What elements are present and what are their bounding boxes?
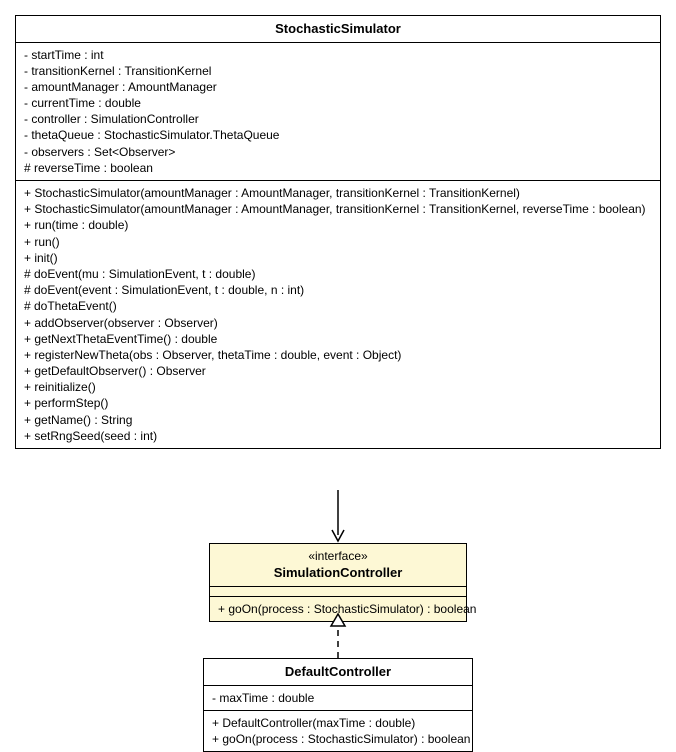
uml-diagram: StochasticSimulator - startTime : int- t… [10,10,666,729]
operation-row: + setRngSeed(seed : int) [24,428,652,444]
stereotype-label: «interface» [218,548,458,564]
class-name: StochasticSimulator [16,16,660,43]
operations-compartment: + DefaultController(maxTime : double)+ g… [204,711,472,751]
operation-row: + goOn(process : StochasticSimulator) : … [218,601,458,617]
interface-simulation-controller: «interface» SimulationController + goOn(… [209,543,467,622]
attribute-row: - startTime : int [24,47,652,63]
operation-row: + DefaultController(maxTime : double) [212,715,464,731]
operation-row: + getName() : String [24,412,652,428]
attribute-row: - observers : Set<Observer> [24,144,652,160]
operation-row: + run() [24,234,652,250]
operation-row: + StochasticSimulator(amountManager : Am… [24,185,652,201]
operation-row: + goOn(process : StochasticSimulator) : … [212,731,464,747]
attributes-compartment: - maxTime : double [204,686,472,711]
attributes-compartment: - startTime : int- transitionKernel : Tr… [16,43,660,182]
operation-row: + registerNewTheta(obs : Observer, theta… [24,347,652,363]
operation-row: + init() [24,250,652,266]
operation-row: # doEvent(event : SimulationEvent, t : d… [24,282,652,298]
operation-row: + addObserver(observer : Observer) [24,315,652,331]
attribute-row: # reverseTime : boolean [24,160,652,176]
operation-row: # doThetaEvent() [24,298,652,314]
attribute-row: - currentTime : double [24,95,652,111]
attribute-row: - controller : SimulationController [24,111,652,127]
operations-compartment: + StochasticSimulator(amountManager : Am… [16,181,660,448]
operations-compartment: + goOn(process : StochasticSimulator) : … [210,597,466,621]
association-arrowhead [332,530,344,541]
class-name: DefaultController [204,659,472,686]
attribute-row: - amountManager : AmountManager [24,79,652,95]
class-name: SimulationController [218,564,458,582]
class-header: «interface» SimulationController [210,544,466,587]
attributes-compartment [210,587,466,597]
class-default-controller: DefaultController - maxTime : double + D… [203,658,473,752]
operation-row: + getDefaultObserver() : Observer [24,363,652,379]
operation-row: + run(time : double) [24,217,652,233]
attribute-row: - thetaQueue : StochasticSimulator.Theta… [24,127,652,143]
attribute-row: - transitionKernel : TransitionKernel [24,63,652,79]
attribute-row: - maxTime : double [212,690,464,706]
operation-row: # doEvent(mu : SimulationEvent, t : doub… [24,266,652,282]
operation-row: + performStep() [24,395,652,411]
operation-row: + reinitialize() [24,379,652,395]
class-stochastic-simulator: StochasticSimulator - startTime : int- t… [15,15,661,449]
operation-row: + StochasticSimulator(amountManager : Am… [24,201,652,217]
operation-row: + getNextThetaEventTime() : double [24,331,652,347]
